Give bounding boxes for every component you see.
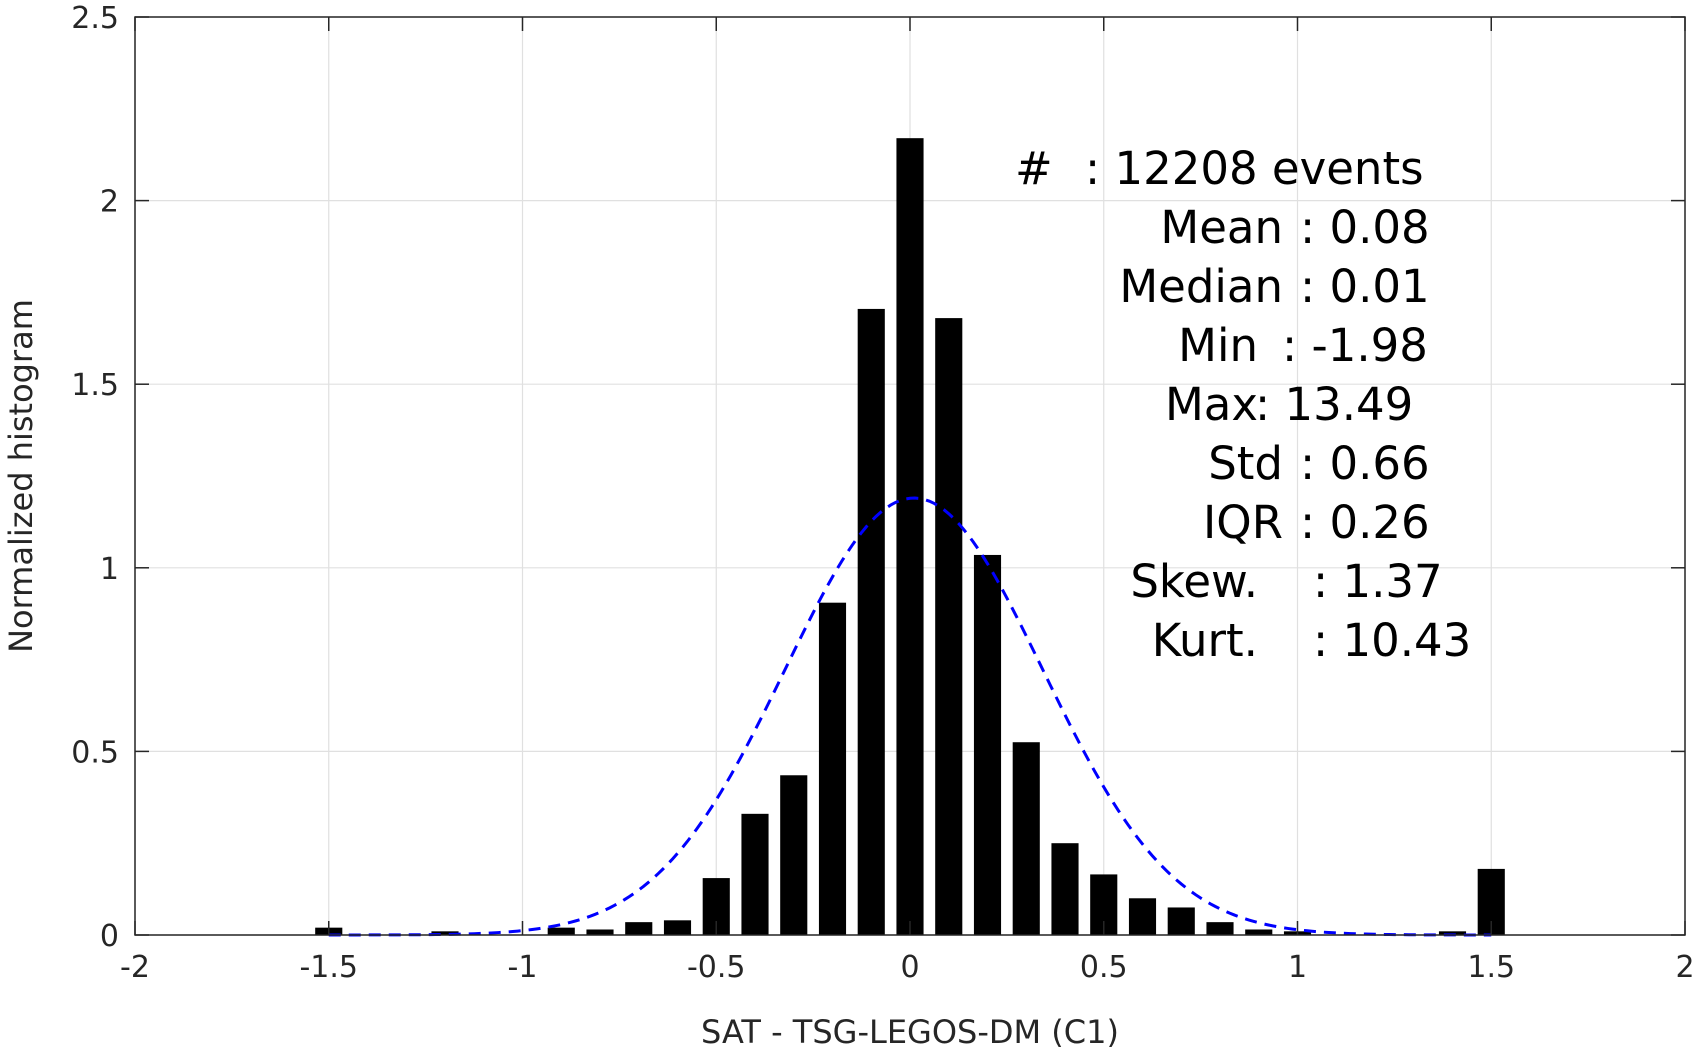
y-tick-label: 0.5 [71, 735, 119, 770]
histogram-bar [431, 931, 459, 935]
y-tick-label: 2 [100, 185, 119, 220]
axis-ticks [134, 16, 1686, 936]
stat-value: : 13.49 [1255, 378, 1413, 431]
y-tick-label: 1.5 [71, 368, 119, 403]
histogram-bar [1167, 907, 1195, 935]
y-tick-label: 2.5 [71, 1, 119, 36]
stat-label: Std [1208, 437, 1283, 490]
stat-label: Median [1119, 260, 1283, 313]
histogram-bar [547, 927, 575, 935]
y-tick-label: 1 [100, 552, 119, 587]
x-tick-label: 1.5 [1467, 950, 1515, 985]
x-tick-label: 1 [1288, 950, 1307, 985]
statistics-annotation: # : 12208 events Mean : 0.08 Median : 0.01 Min… [1015, 142, 1471, 667]
stat-label: IQR [1203, 496, 1283, 549]
histogram-bar [857, 308, 885, 935]
histogram-bar [1438, 931, 1467, 935]
histogram-bar [818, 602, 847, 935]
stat-value: : 0.26 [1300, 496, 1430, 549]
x-tick-labels: -2 -1.5 -1 -0.5 0 0.5 1 1.5 2 [120, 950, 1695, 985]
histogram-bar [1245, 929, 1273, 935]
stat-label: # [1015, 142, 1053, 195]
histogram-bar [1206, 922, 1234, 935]
stat-value: : 0.66 [1300, 437, 1430, 490]
stat-label: Min [1178, 319, 1258, 372]
histogram-bar [973, 554, 1002, 935]
stat-value: : 1.37 [1313, 555, 1443, 608]
y-axis-title: Normalized histogram [2, 299, 40, 653]
x-tick-label: -1.5 [299, 950, 358, 985]
stat-value: : 0.08 [1300, 201, 1430, 254]
x-tick-label: 0.5 [1080, 950, 1128, 985]
stat-value: : -1.98 [1282, 319, 1428, 372]
histogram-bar [1012, 742, 1040, 935]
histogram-bar [741, 813, 769, 935]
histogram-bar [935, 318, 963, 935]
y-tick-labels: 0 0.5 1 1.5 2 2.5 [71, 1, 119, 954]
x-tick-label: -0.5 [687, 950, 746, 985]
stat-value: : 0.01 [1300, 260, 1430, 313]
x-tick-label: -2 [120, 950, 150, 985]
histogram-bar [663, 920, 692, 935]
bars [315, 138, 1505, 935]
x-tick-label: -1 [508, 950, 538, 985]
x-tick-label: 2 [1675, 950, 1694, 985]
stat-label: Max [1165, 378, 1258, 431]
histogram-bar [1051, 843, 1079, 935]
x-axis-title: SAT - TSG-LEGOS-DM (C1) [701, 1013, 1119, 1051]
stat-value: : 10.43 [1313, 614, 1471, 667]
stat-label: Skew. [1130, 555, 1258, 608]
stat-label: Mean [1160, 201, 1283, 254]
histogram-bar [586, 929, 614, 935]
histogram-bar [780, 775, 808, 935]
y-tick-label: 0 [100, 919, 119, 954]
histogram-bar [1128, 898, 1157, 935]
x-tick-label: 0 [900, 950, 919, 985]
stat-label: Kurt. [1152, 614, 1258, 667]
histogram-bar [625, 922, 653, 935]
normal-fit-curve [328, 496, 1492, 937]
stat-value: : 12208 events [1085, 142, 1424, 195]
histogram-bar [896, 138, 924, 935]
